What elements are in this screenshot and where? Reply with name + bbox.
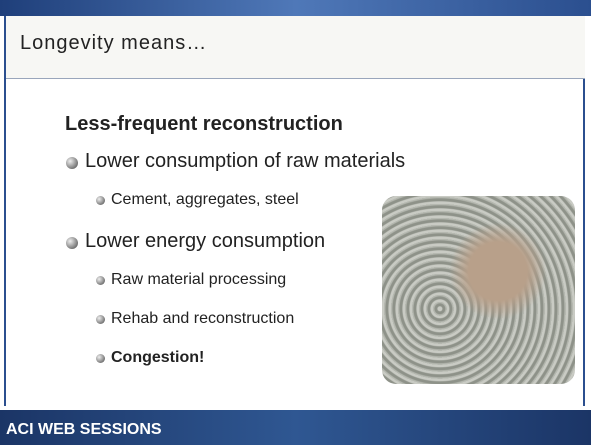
slide: Longevity means… Less-frequent reconstru…: [0, 0, 591, 445]
photo: [382, 196, 575, 384]
sub-bullet-text: Congestion!: [111, 349, 204, 367]
heading: Less-frequent reconstruction: [65, 113, 343, 136]
sub-bullet-dot: [96, 276, 105, 285]
bullet-text: Lower consumption of raw materials: [85, 150, 405, 173]
bullet-text: Lower energy consumption: [85, 230, 325, 253]
sub-bullet-dot: [96, 315, 105, 324]
sub-bullet-text: Rehab and reconstruction: [111, 310, 294, 328]
bullet-dot: [66, 157, 78, 169]
sub-bullet-dot: [96, 196, 105, 205]
brand: ACI WEB SESSIONS: [6, 421, 162, 439]
sub-bullet-text: Cement, aggregates, steel: [111, 191, 299, 209]
top-bar: [0, 0, 591, 16]
bullet-dot: [66, 237, 78, 249]
slide-title: Longevity means…: [20, 32, 207, 55]
sub-bullet-dot: [96, 354, 105, 363]
sub-bullet-text: Raw material processing: [111, 271, 286, 289]
